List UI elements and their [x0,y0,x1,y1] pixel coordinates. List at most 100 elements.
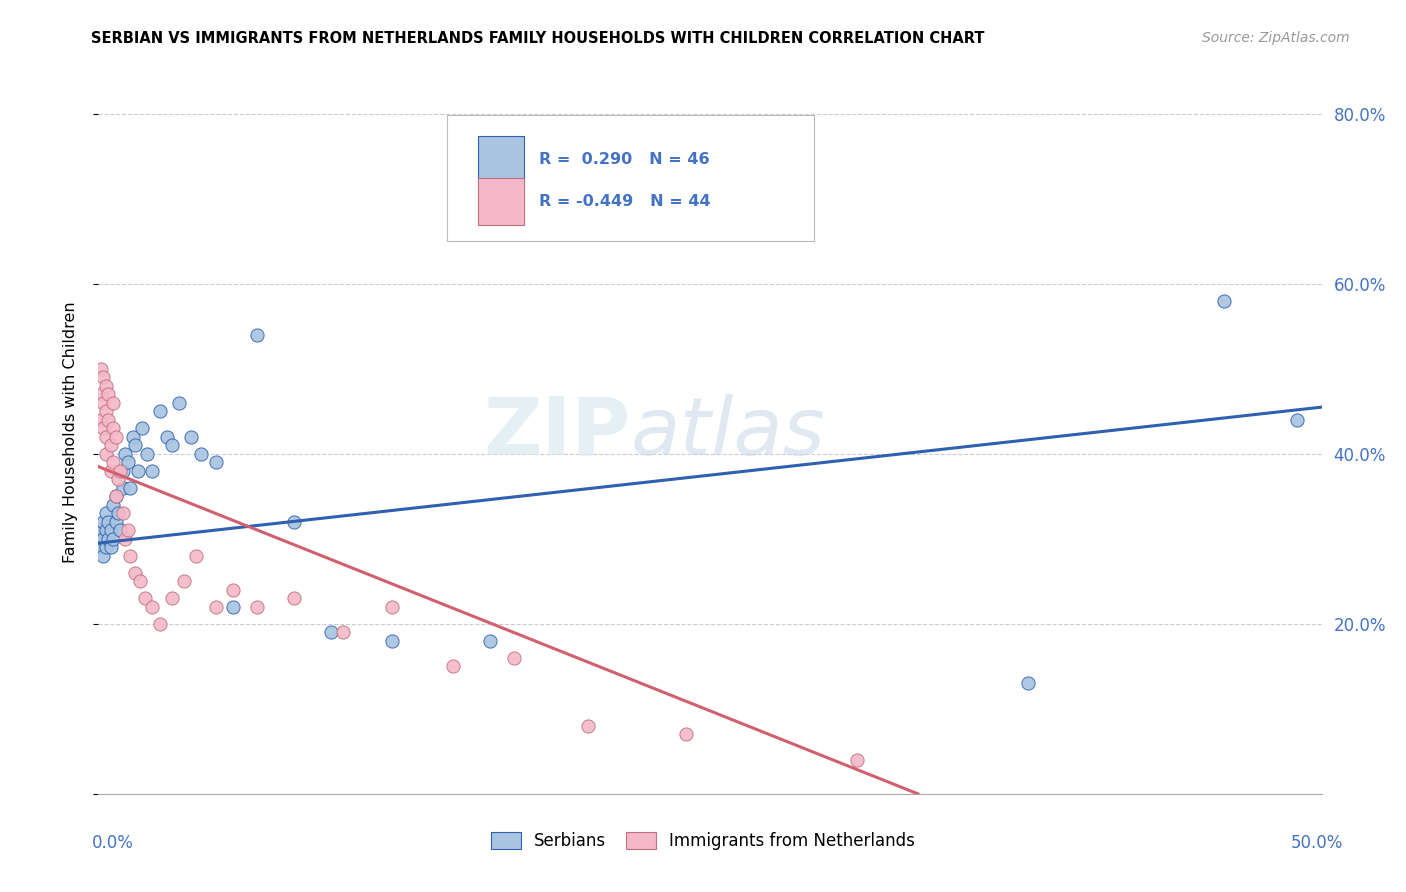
Point [104,515,127,529]
Point [246,599,269,614]
Point [141,464,163,478]
Point [381,633,404,648]
Point [381,599,404,614]
Point [94,404,117,418]
Point [104,489,127,503]
Point [91,532,114,546]
Point [173,574,195,589]
Point [124,438,146,452]
Point [222,599,245,614]
Point [319,625,342,640]
Point [97,413,120,427]
Point [97,515,120,529]
Point [90,541,112,555]
Point [90,362,112,376]
Text: 0.0%: 0.0% [91,834,134,852]
Y-axis label: Family Households with Children: Family Households with Children [63,301,77,564]
Point [136,447,159,461]
Point [205,455,228,469]
Point [675,727,697,741]
Point [101,455,124,469]
Point [129,574,152,589]
Point [576,719,599,733]
Point [110,524,132,538]
Point [1286,413,1309,427]
Point [134,591,156,606]
Point [283,591,305,606]
Point [478,633,501,648]
Text: ZIP: ZIP [484,393,630,472]
Point [190,447,212,461]
Point [91,421,114,435]
Point [94,379,117,393]
Point [101,421,124,435]
Point [101,396,124,410]
Point [110,464,132,478]
Point [100,541,122,555]
Point [120,481,142,495]
Point [1017,676,1039,690]
Point [94,447,117,461]
Point [160,438,183,452]
Point [107,507,129,521]
Point [121,430,143,444]
Point [111,507,134,521]
Text: 50.0%: 50.0% [1291,834,1343,852]
Point [222,582,245,597]
Text: R = -0.449   N = 44: R = -0.449 N = 44 [538,194,710,210]
Point [283,515,305,529]
Point [246,327,269,342]
Point [100,524,122,538]
Point [503,651,526,665]
Point [114,447,136,461]
Point [180,430,202,444]
Text: SERBIAN VS IMMIGRANTS FROM NETHERLANDS FAMILY HOUSEHOLDS WITH CHILDREN CORRELATI: SERBIAN VS IMMIGRANTS FROM NETHERLANDS F… [91,31,984,46]
Point [156,430,179,444]
Point [91,396,114,410]
Point [186,549,208,563]
Point [141,599,163,614]
Point [120,549,142,563]
Point [111,481,134,495]
Point [97,387,120,401]
Point [101,532,124,546]
Point [205,599,228,614]
Point [1212,293,1234,308]
Point [131,421,153,435]
Point [101,498,124,512]
Point [90,532,112,546]
Point [124,566,146,580]
Point [117,455,139,469]
Point [90,413,112,427]
Bar [478,178,524,226]
Text: atlas: atlas [630,393,825,472]
Point [332,625,354,640]
Point [94,541,117,555]
Bar [478,136,524,184]
Point [127,464,149,478]
Point [91,370,114,384]
Point [94,430,117,444]
Point [149,404,172,418]
Point [90,524,112,538]
Point [104,489,127,503]
Point [97,532,120,546]
Legend: Serbians, Immigrants from Netherlands: Serbians, Immigrants from Netherlands [484,825,922,857]
Point [111,464,134,478]
Text: Source: ZipAtlas.com: Source: ZipAtlas.com [1202,31,1350,45]
FancyBboxPatch shape [447,115,814,241]
Point [94,524,117,538]
Point [91,515,114,529]
Point [114,532,136,546]
Point [91,549,114,563]
Point [94,507,117,521]
Point [100,438,122,452]
Point [104,430,127,444]
Point [167,396,190,410]
Point [441,659,464,673]
Point [160,591,183,606]
Point [107,472,129,486]
Point [100,464,122,478]
Point [149,616,172,631]
Point [845,753,868,767]
